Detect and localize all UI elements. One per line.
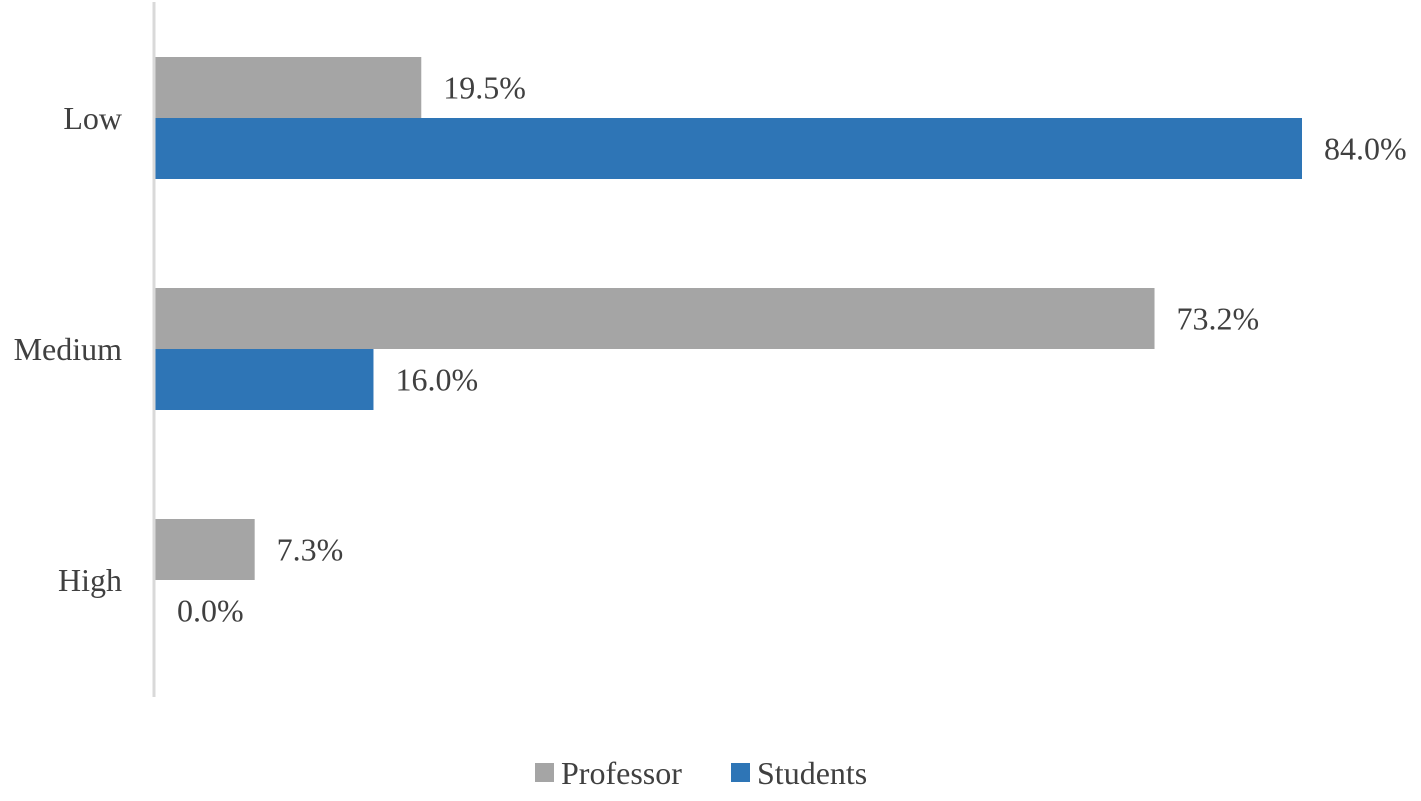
bars-layer — [155, 57, 1302, 580]
legend: Professor Students — [535, 755, 867, 791]
bar-students-low — [155, 118, 1302, 179]
data-label-students-high: 0.0% — [177, 593, 244, 629]
category-label-low: Low — [63, 100, 122, 136]
data-label-students-medium: 16.0% — [395, 362, 478, 398]
data-label-professor-medium: 73.2% — [1177, 301, 1260, 337]
category-label-high: High — [58, 562, 122, 598]
bar-students-medium — [155, 349, 374, 410]
bar-professor-medium — [155, 288, 1155, 349]
data-label-students-low: 84.0% — [1324, 131, 1407, 167]
legend-label-professor: Professor — [561, 755, 682, 791]
data-label-professor-low: 19.5% — [443, 70, 526, 106]
data-labels-layer: 19.5% 84.0% 73.2% 16.0% 7.3% 0.0% — [177, 70, 1407, 629]
category-label-medium: Medium — [14, 331, 123, 367]
category-labels-layer: Low Medium High — [14, 100, 123, 598]
bar-professor-low — [155, 57, 422, 118]
bar-professor-high — [155, 519, 255, 580]
data-label-professor-high: 7.3% — [277, 532, 344, 568]
legend-swatch-professor — [535, 763, 554, 782]
legend-label-students: Students — [757, 755, 867, 791]
legend-swatch-students — [731, 763, 750, 782]
